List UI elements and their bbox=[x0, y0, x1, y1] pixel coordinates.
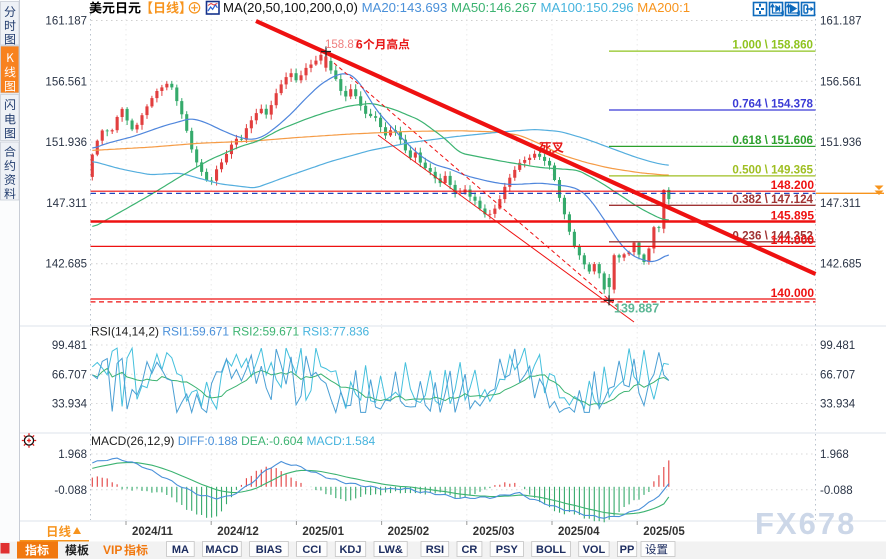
svg-text:0.618 \ 151.606: 0.618 \ 151.606 bbox=[732, 134, 813, 147]
svg-text:RSI: RSI bbox=[426, 544, 444, 556]
svg-text:2025/05: 2025/05 bbox=[643, 526, 685, 538]
svg-text:158.87: 158.87 bbox=[325, 39, 360, 51]
svg-text:33.934: 33.934 bbox=[820, 399, 856, 411]
svg-text:140.000: 140.000 bbox=[771, 286, 815, 300]
svg-text:2024/11: 2024/11 bbox=[132, 526, 174, 538]
svg-text:2025/01: 2025/01 bbox=[302, 526, 344, 538]
svg-text:99.481: 99.481 bbox=[820, 340, 855, 352]
svg-text:MA(20,50,100,200,0,0) MA20:143: MA(20,50,100,200,0,0) MA20:143.693 MA50:… bbox=[223, 0, 690, 15]
svg-text:0.236 \ 144.352: 0.236 \ 144.352 bbox=[732, 229, 813, 242]
svg-text:PP: PP bbox=[620, 544, 635, 556]
svg-text:99.481: 99.481 bbox=[52, 340, 87, 352]
svg-text:147.311: 147.311 bbox=[46, 198, 87, 210]
svg-text:156.561: 156.561 bbox=[45, 76, 87, 88]
svg-text:FX678: FX678 bbox=[755, 506, 856, 541]
svg-text:142.685: 142.685 bbox=[820, 259, 862, 271]
svg-text:0.382 \ 147.124: 0.382 \ 147.124 bbox=[732, 193, 813, 206]
svg-text:161.187: 161.187 bbox=[45, 16, 87, 28]
svg-text:156.561: 156.561 bbox=[820, 76, 862, 88]
svg-text:CCI: CCI bbox=[302, 544, 321, 556]
svg-text:2024/12: 2024/12 bbox=[217, 526, 259, 538]
svg-text:0.500 \ 149.365: 0.500 \ 149.365 bbox=[732, 163, 813, 176]
svg-text:139.887: 139.887 bbox=[614, 302, 659, 316]
svg-text:151.936: 151.936 bbox=[820, 137, 862, 149]
svg-text:KDJ: KDJ bbox=[339, 544, 361, 556]
svg-text:33.934: 33.934 bbox=[52, 399, 88, 411]
svg-text:MA: MA bbox=[172, 544, 189, 556]
svg-text:RSI(14,14,2) RSI1:59.671 RSI2: RSI(14,14,2) RSI1:59.671 RSI2:59.671 RSI… bbox=[91, 325, 370, 339]
svg-text:-0.088: -0.088 bbox=[820, 485, 853, 497]
svg-text:151.936: 151.936 bbox=[45, 137, 87, 149]
svg-text:144.000: 144.000 bbox=[771, 233, 815, 247]
svg-text:142.685: 142.685 bbox=[45, 259, 87, 271]
svg-text:1.968: 1.968 bbox=[58, 449, 87, 461]
svg-text:CR: CR bbox=[461, 544, 477, 556]
svg-text:2025/04: 2025/04 bbox=[558, 526, 600, 538]
svg-text:VOL: VOL bbox=[583, 544, 606, 556]
svg-text:148.200: 148.200 bbox=[771, 178, 815, 192]
svg-text:66.707: 66.707 bbox=[52, 369, 87, 381]
svg-text:1.000 \ 158.860: 1.000 \ 158.860 bbox=[732, 39, 813, 52]
svg-text:66.707: 66.707 bbox=[820, 369, 855, 381]
svg-text:VIP: VIP bbox=[103, 543, 122, 557]
svg-text:2025/02: 2025/02 bbox=[388, 526, 430, 538]
svg-text:0.764 \ 154.378: 0.764 \ 154.378 bbox=[732, 98, 813, 111]
svg-text:1.968: 1.968 bbox=[820, 449, 849, 461]
svg-text:BIAS: BIAS bbox=[256, 544, 282, 556]
svg-text:MACD(26,12,9) DIFF:0.188 DEA:: MACD(26,12,9) DIFF:0.188 DEA:-0.604 MACD… bbox=[91, 434, 375, 448]
svg-text:2025/03: 2025/03 bbox=[473, 526, 515, 538]
svg-text:6: 6 bbox=[356, 38, 363, 52]
svg-text:147.311: 147.311 bbox=[820, 198, 861, 210]
svg-text:145.895: 145.895 bbox=[771, 208, 815, 222]
svg-text:MACD: MACD bbox=[205, 544, 238, 556]
svg-text:161.187: 161.187 bbox=[820, 16, 862, 28]
svg-text:BOLL: BOLL bbox=[536, 544, 566, 556]
svg-text:-0.088: -0.088 bbox=[54, 485, 87, 497]
svg-text:PSY: PSY bbox=[496, 544, 519, 556]
svg-text:LW&: LW& bbox=[378, 544, 402, 556]
